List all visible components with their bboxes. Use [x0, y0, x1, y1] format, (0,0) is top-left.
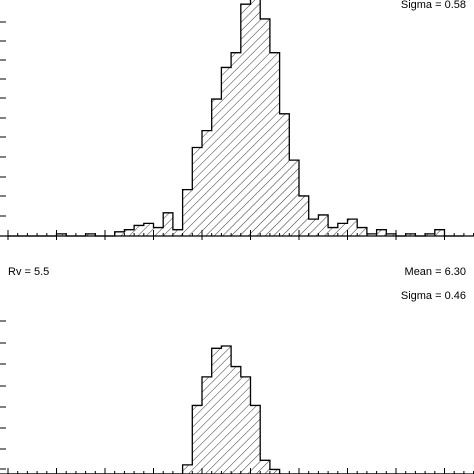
top-histogram-bar	[182, 189, 193, 236]
bottom-histogram-bar	[240, 376, 251, 474]
top-histogram-bar	[386, 233, 396, 236]
top-histogram-bar	[153, 227, 164, 236]
top-histogram-bar	[337, 223, 348, 236]
top-histogram-bar	[318, 214, 329, 236]
top-histogram-bar	[221, 67, 232, 237]
top-histogram-bar	[308, 219, 319, 236]
bottom-histogram-bar	[202, 376, 212, 474]
top-histogram-bar	[328, 227, 338, 236]
top-histogram-bar	[366, 233, 377, 236]
top-histogram-bar	[299, 195, 309, 236]
top-histogram-bar	[240, 4, 251, 236]
top-histogram-bar	[405, 233, 416, 236]
top-histogram-bar	[425, 233, 435, 236]
top-histogram-bar	[231, 52, 241, 237]
top-histogram-bar	[279, 113, 290, 236]
top-histogram-bar	[211, 99, 222, 236]
top-histogram-bar	[357, 227, 367, 236]
bottom-rv-label: Rv = 5.5	[8, 266, 49, 278]
bottom-sigma-label: Sigma = 0.46	[401, 290, 466, 302]
top-histogram-bar	[376, 229, 387, 236]
bottom-histogram-bar	[231, 366, 241, 474]
top-histogram-panel	[0, 0, 474, 240]
top-histogram-bar	[143, 223, 154, 236]
top-sigma-label: Sigma = 0.58	[401, 0, 466, 11]
top-histogram-bar	[202, 130, 212, 236]
top-histogram-bar	[192, 147, 202, 236]
top-histogram-bar	[124, 229, 135, 236]
bottom-histogram-outline	[8, 345, 464, 474]
top-histogram-bar	[56, 233, 67, 236]
top-histogram-bar	[172, 229, 183, 236]
top-histogram-bar	[434, 229, 445, 236]
bottom-histogram-bar	[260, 460, 270, 474]
top-histogram-bar	[347, 219, 358, 236]
top-histogram-bar	[163, 212, 173, 236]
bottom-histogram-panel	[0, 345, 474, 474]
bottom-histogram-bar	[182, 464, 193, 474]
bottom-histogram-bar	[250, 405, 261, 474]
bottom-mean-label: Mean = 6.30	[405, 266, 466, 278]
top-histogram-bar	[269, 52, 280, 237]
top-histogram-bar	[114, 231, 125, 236]
top-histogram-bar	[134, 225, 144, 236]
top-histogram-bar	[260, 18, 270, 237]
bottom-histogram-bar	[269, 469, 280, 474]
bottom-histogram-bar	[192, 405, 202, 474]
bottom-histogram-bar	[221, 346, 232, 474]
bottom-histogram-bar	[211, 348, 222, 474]
top-histogram-bar	[289, 160, 299, 236]
top-histogram-bar	[250, 0, 261, 236]
top-histogram-bar	[85, 233, 96, 236]
